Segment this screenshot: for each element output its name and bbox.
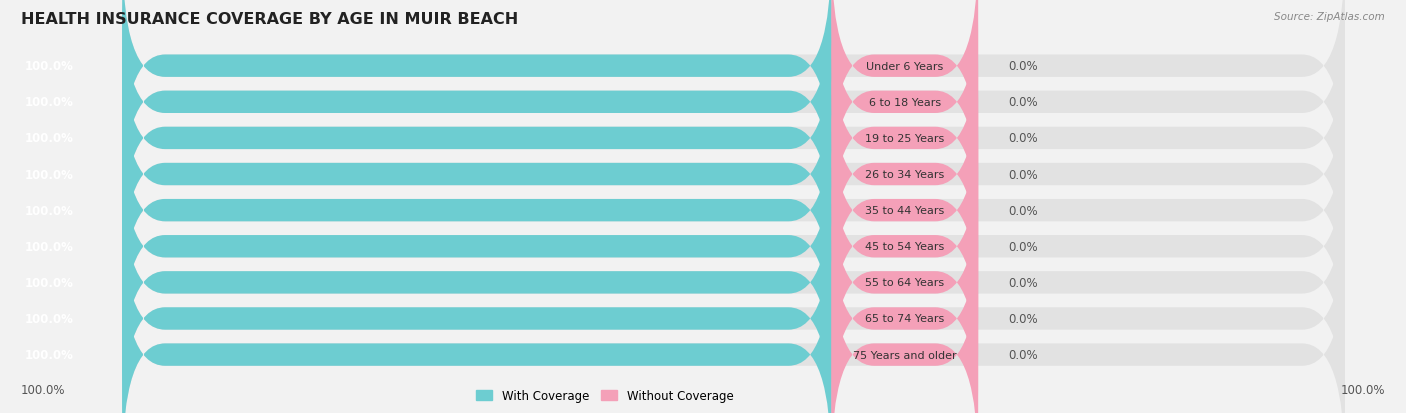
Text: 0.0%: 0.0% [1008,132,1038,145]
FancyBboxPatch shape [122,96,831,325]
Text: 0.0%: 0.0% [1008,240,1038,253]
Text: 35 to 44 Years: 35 to 44 Years [865,206,945,216]
Text: 100.0%: 100.0% [21,384,66,396]
Text: 0.0%: 0.0% [1008,96,1038,109]
Text: 0.0%: 0.0% [1008,276,1038,289]
FancyBboxPatch shape [122,240,831,413]
Text: 0.0%: 0.0% [1008,312,1038,325]
Text: 6 to 18 Years: 6 to 18 Years [869,97,941,107]
Legend: With Coverage, Without Coverage: With Coverage, Without Coverage [471,385,738,407]
Text: 100.0%: 100.0% [24,348,73,361]
FancyBboxPatch shape [831,240,979,413]
Text: 26 to 34 Years: 26 to 34 Years [865,170,945,180]
FancyBboxPatch shape [122,204,831,413]
FancyBboxPatch shape [122,0,831,181]
FancyBboxPatch shape [831,168,979,398]
Text: 0.0%: 0.0% [1008,168,1038,181]
FancyBboxPatch shape [122,132,1346,362]
FancyBboxPatch shape [122,24,831,254]
Text: 0.0%: 0.0% [1008,348,1038,361]
FancyBboxPatch shape [831,24,979,254]
FancyBboxPatch shape [122,0,1346,181]
FancyBboxPatch shape [831,96,979,325]
Text: 55 to 64 Years: 55 to 64 Years [865,278,945,288]
Text: 100.0%: 100.0% [1340,384,1385,396]
Text: 0.0%: 0.0% [1008,204,1038,217]
Text: 100.0%: 100.0% [24,96,73,109]
FancyBboxPatch shape [831,0,979,181]
FancyBboxPatch shape [122,168,1346,398]
Text: HEALTH INSURANCE COVERAGE BY AGE IN MUIR BEACH: HEALTH INSURANCE COVERAGE BY AGE IN MUIR… [21,12,519,27]
FancyBboxPatch shape [122,240,1346,413]
Text: Source: ZipAtlas.com: Source: ZipAtlas.com [1274,12,1385,22]
Text: Under 6 Years: Under 6 Years [866,62,943,71]
Text: 100.0%: 100.0% [24,168,73,181]
Text: 100.0%: 100.0% [24,276,73,289]
FancyBboxPatch shape [122,59,831,290]
Text: 75 Years and older: 75 Years and older [853,350,956,360]
FancyBboxPatch shape [122,96,1346,325]
Text: 0.0%: 0.0% [1008,60,1038,73]
FancyBboxPatch shape [122,24,1346,254]
Text: 45 to 54 Years: 45 to 54 Years [865,242,945,252]
Text: 19 to 25 Years: 19 to 25 Years [865,133,945,144]
FancyBboxPatch shape [831,0,979,218]
Text: 100.0%: 100.0% [24,132,73,145]
FancyBboxPatch shape [122,59,1346,290]
FancyBboxPatch shape [122,168,831,398]
Text: 100.0%: 100.0% [24,312,73,325]
FancyBboxPatch shape [122,0,1346,218]
FancyBboxPatch shape [831,59,979,290]
Text: 65 to 74 Years: 65 to 74 Years [865,314,945,324]
Text: 100.0%: 100.0% [24,60,73,73]
FancyBboxPatch shape [122,204,1346,413]
FancyBboxPatch shape [831,132,979,362]
FancyBboxPatch shape [122,132,831,362]
Text: 100.0%: 100.0% [24,204,73,217]
Text: 100.0%: 100.0% [24,240,73,253]
FancyBboxPatch shape [831,204,979,413]
FancyBboxPatch shape [122,0,831,218]
